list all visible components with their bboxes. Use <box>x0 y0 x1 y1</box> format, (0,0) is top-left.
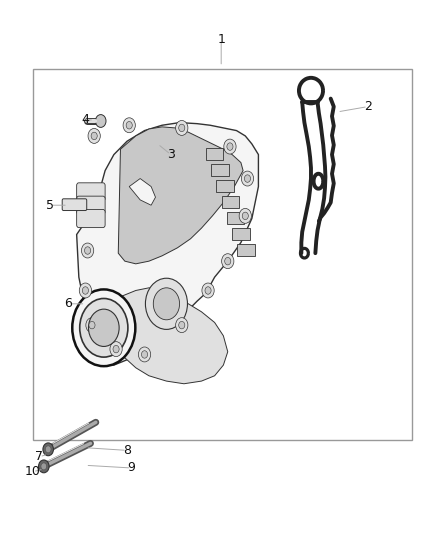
Text: 5: 5 <box>46 199 54 212</box>
Circle shape <box>244 175 251 182</box>
Bar <box>222 196 239 208</box>
Circle shape <box>88 128 100 143</box>
Circle shape <box>141 351 148 358</box>
Circle shape <box>227 143 233 150</box>
FancyBboxPatch shape <box>77 209 105 228</box>
Bar <box>232 228 250 240</box>
Circle shape <box>225 257 231 265</box>
Circle shape <box>138 347 151 362</box>
Text: 7: 7 <box>35 450 43 463</box>
Circle shape <box>39 460 49 473</box>
Circle shape <box>89 321 95 329</box>
Circle shape <box>88 309 119 346</box>
Circle shape <box>81 243 94 258</box>
Circle shape <box>86 318 98 333</box>
Text: 8: 8 <box>123 444 131 457</box>
Circle shape <box>176 120 188 135</box>
Circle shape <box>145 278 187 329</box>
Circle shape <box>82 287 88 294</box>
Text: 4: 4 <box>81 114 89 126</box>
Circle shape <box>85 247 91 254</box>
Bar <box>227 212 244 224</box>
Circle shape <box>239 208 251 223</box>
Circle shape <box>110 342 122 357</box>
Circle shape <box>72 289 135 366</box>
Circle shape <box>79 283 92 298</box>
Circle shape <box>202 283 214 298</box>
Circle shape <box>241 171 254 186</box>
Circle shape <box>123 118 135 133</box>
Circle shape <box>179 321 185 329</box>
Polygon shape <box>118 127 243 264</box>
FancyBboxPatch shape <box>77 196 105 214</box>
Text: 3: 3 <box>167 148 175 161</box>
Circle shape <box>176 318 188 333</box>
Circle shape <box>41 463 47 470</box>
Polygon shape <box>77 123 258 365</box>
Circle shape <box>153 288 180 320</box>
FancyBboxPatch shape <box>62 199 87 211</box>
Text: 9: 9 <box>127 462 135 474</box>
Circle shape <box>205 287 211 294</box>
Circle shape <box>80 298 128 357</box>
Bar <box>206 148 223 160</box>
Bar <box>211 164 229 176</box>
Text: 2: 2 <box>364 100 372 113</box>
Circle shape <box>45 446 51 453</box>
Bar <box>216 180 234 192</box>
Circle shape <box>242 212 248 220</box>
Circle shape <box>222 254 234 269</box>
Text: 10: 10 <box>25 465 41 478</box>
Text: 6: 6 <box>64 297 72 310</box>
FancyBboxPatch shape <box>77 183 105 201</box>
Circle shape <box>126 122 132 129</box>
Bar <box>237 244 255 256</box>
Polygon shape <box>129 179 155 205</box>
Circle shape <box>43 443 53 456</box>
Polygon shape <box>85 288 228 384</box>
Circle shape <box>224 139 236 154</box>
Circle shape <box>95 115 106 127</box>
Circle shape <box>91 132 97 140</box>
Circle shape <box>113 345 119 353</box>
Bar <box>33 69 412 440</box>
Circle shape <box>179 124 185 132</box>
Text: 1: 1 <box>217 34 225 46</box>
